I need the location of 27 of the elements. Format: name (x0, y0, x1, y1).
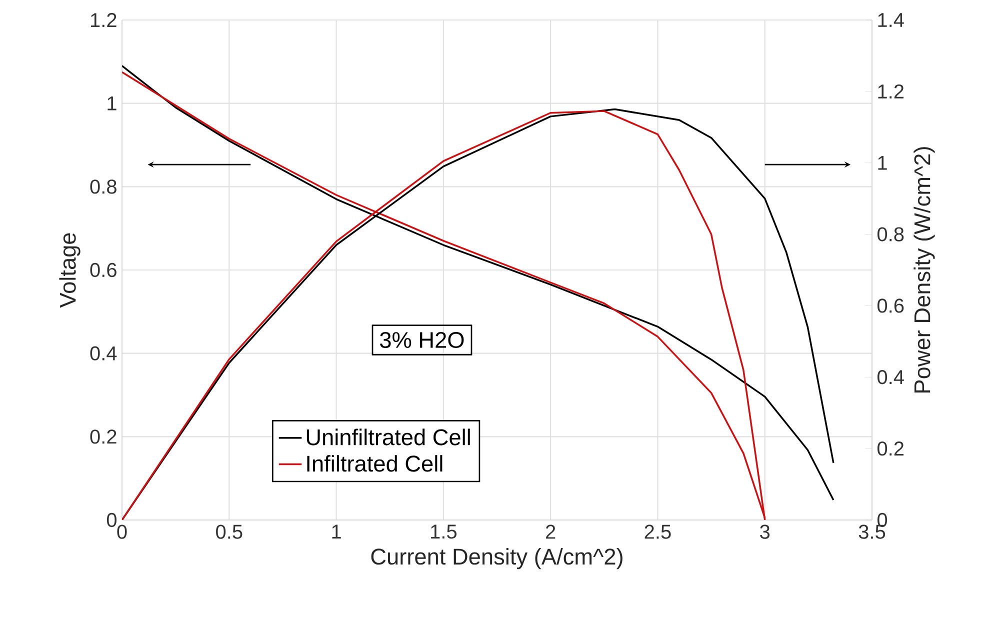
y2-tick-label: 0.2 (877, 441, 904, 456)
y2-tick-label: 1.4 (878, 13, 904, 27)
y-axis-title: Voltage (59, 233, 80, 308)
x-tick-label: 0 (117, 524, 127, 539)
y2-tick-label: 0.4 (877, 370, 904, 384)
annotation: 3% H2O (380, 332, 464, 348)
y-tick-label: 0.2 (90, 430, 116, 444)
x-tick-label: 0.5 (216, 524, 242, 539)
y-tick-label: 0 (106, 512, 116, 528)
x-tick-label: 1.5 (431, 524, 456, 539)
x-tick-label: 3 (760, 524, 770, 539)
y-tick-label: 1.2 (91, 13, 116, 27)
x-tick-label: 1 (332, 524, 341, 538)
y-tick-label: 1 (108, 96, 116, 110)
y2-tick-label: 0.6 (877, 298, 904, 313)
y-tick-label: 0.4 (90, 346, 117, 360)
y-tick-label: 0.6 (90, 262, 116, 278)
legend-label: Infiltrated Cell (307, 455, 442, 472)
legend-label: Uninfiltrated Cell (306, 428, 470, 446)
y2-tick-label: 1.2 (878, 84, 904, 98)
y2-tick-label: 1 (878, 156, 887, 170)
y2-axis-title: Power Density (W/cm^2) (914, 147, 935, 392)
y2-tick-label: 0.8 (877, 227, 904, 242)
y-tick-label: 0.8 (90, 180, 116, 194)
x-axis-title: Current Density (A/cm^2) (371, 548, 622, 570)
x-tick-label: 2.5 (644, 524, 671, 539)
x-tick-label: 2 (546, 524, 556, 539)
